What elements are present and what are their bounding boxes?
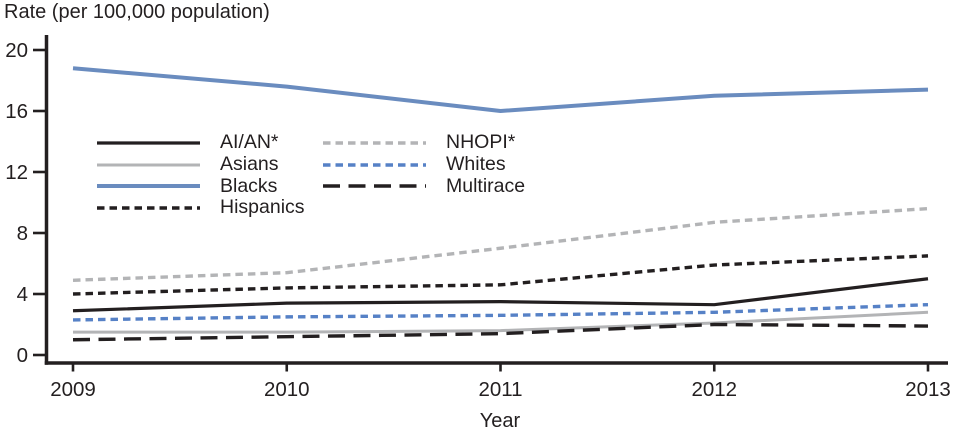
x-axis-ticks: 2009 2010 2011 2012 2013: [50, 364, 951, 401]
series-line-multirace: [72, 322, 929, 342]
y-tick-label: 0: [17, 344, 28, 367]
y-tick-label: 4: [17, 283, 28, 306]
series-line-asians: [73, 310, 929, 334]
y-tick-label: 8: [17, 222, 28, 245]
series-line-nhopi-: [72, 206, 929, 282]
series-line-ai-an-: [72, 277, 929, 313]
y-axis-ticks: 0 4 8 12 16 20: [5, 39, 45, 367]
y-tick-label: 12: [5, 161, 28, 184]
y-tick-label: 20: [5, 39, 28, 62]
x-tick-label: 2009: [50, 378, 96, 401]
series-line-whites: [72, 302, 929, 322]
series-line-blacks: [72, 66, 929, 113]
x-tick-label: 2012: [691, 378, 737, 401]
y-axis-title: Rate (per 100,000 population): [4, 1, 270, 23]
y-tick-label: 16: [5, 100, 28, 123]
x-tick-label: 2013: [905, 378, 951, 401]
x-tick-label: 2011: [478, 378, 522, 401]
x-tick-label: 2010: [264, 378, 310, 401]
series-line-hispanics: [72, 254, 929, 296]
x-axis-title: Year: [479, 410, 521, 432]
